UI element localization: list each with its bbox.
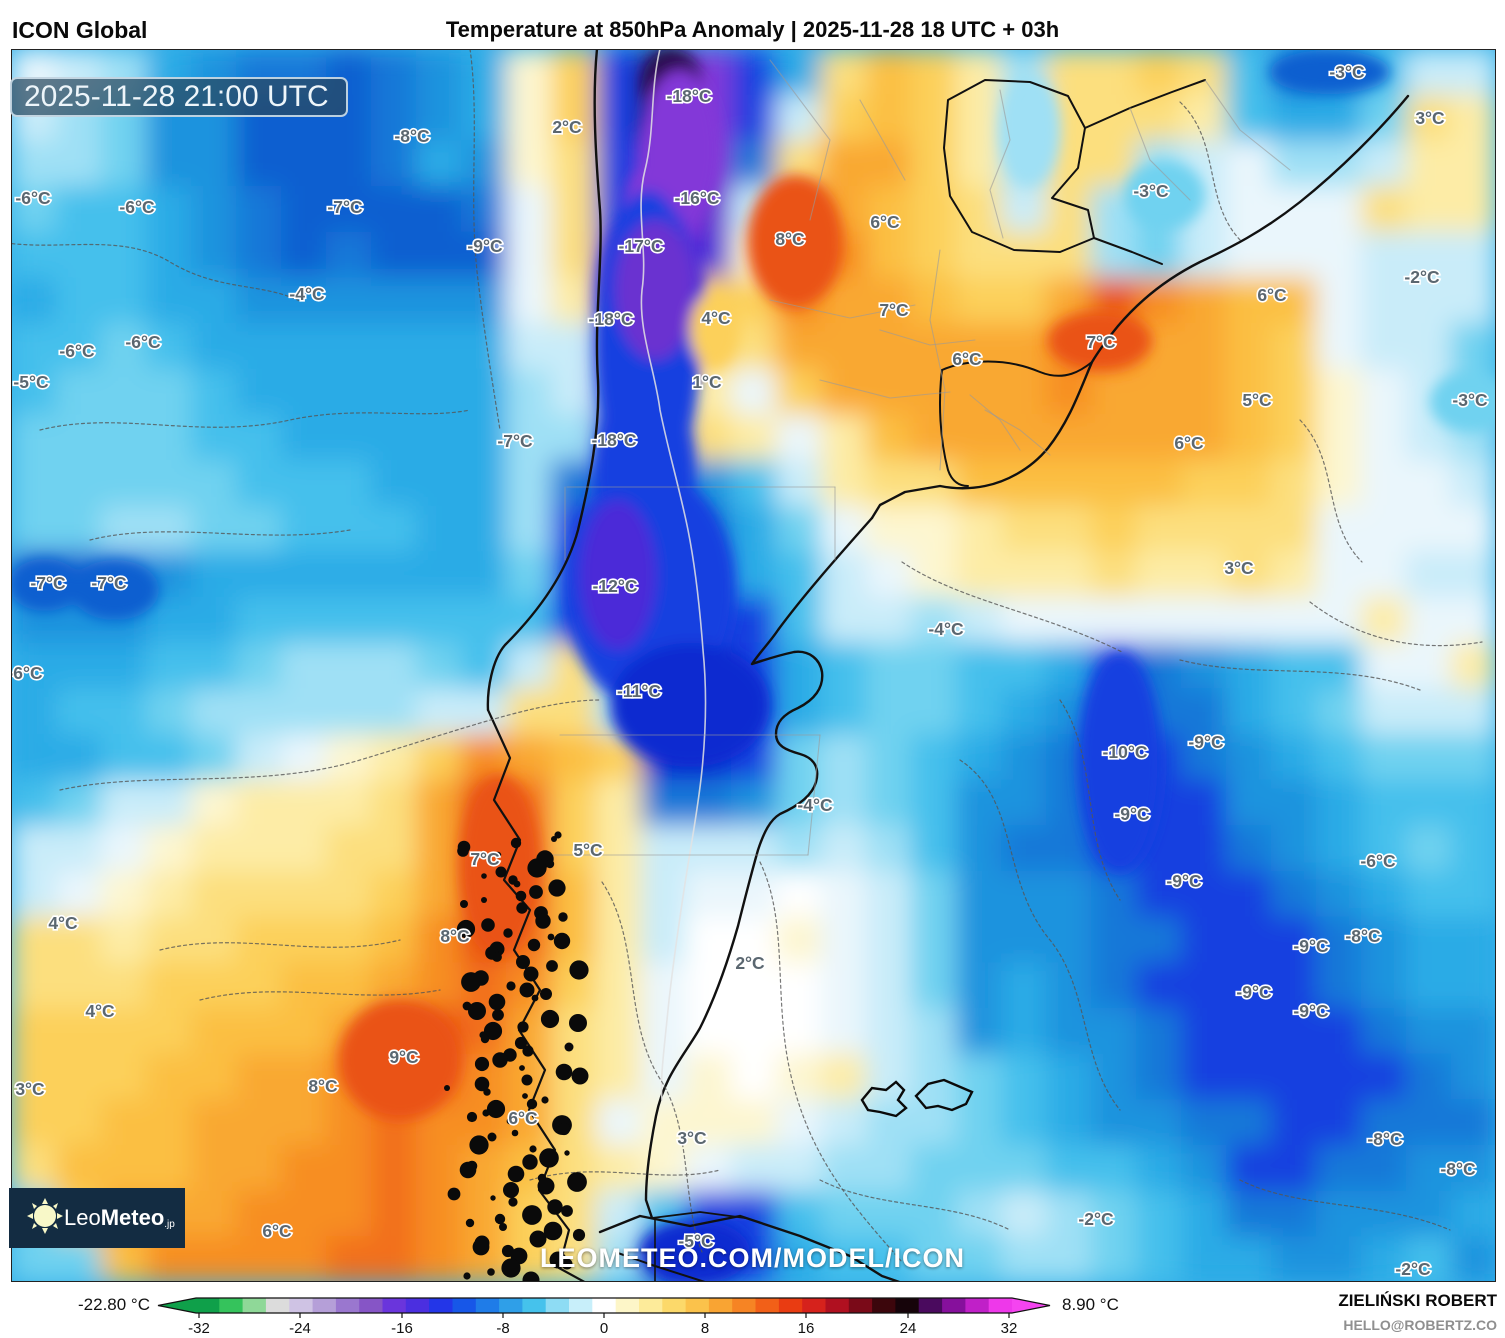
svg-text:1°C: 1°C [692,372,722,392]
svg-text:-9°C: -9°C [467,236,503,256]
svg-text:-9°C: -9°C [1188,732,1224,752]
svg-text:2°C: 2°C [552,117,582,137]
svg-text:-6°C: -6°C [1360,851,1396,871]
svg-text:-9°C: -9°C [1293,1001,1329,1021]
svg-text:-11°C: -11°C [617,681,661,701]
svg-text:-5°C: -5°C [13,372,49,392]
svg-text:-5°C: -5°C [678,1231,714,1251]
svg-text:6°C: 6°C [870,212,900,232]
svg-text:-4°C: -4°C [928,619,964,639]
svg-text:-9°C: -9°C [1293,936,1329,956]
svg-text:-2°C: -2°C [1404,267,1440,287]
svg-text:24: 24 [900,1320,917,1337]
svg-text:0: 0 [600,1320,608,1337]
svg-text:-18°C: -18°C [667,86,712,106]
svg-text:-16: -16 [391,1320,413,1337]
svg-text:4°C: 4°C [701,308,731,328]
svg-text:-6°C: -6°C [15,188,51,208]
svg-text:3°C: 3°C [1224,558,1254,578]
svg-text:7°C: 7°C [879,300,909,320]
svg-text:-8°C: -8°C [394,126,430,146]
svg-text:-6°C: -6°C [119,197,155,217]
svg-text:6°C: 6°C [508,1108,538,1128]
svg-text:7°C: 7°C [470,849,500,869]
svg-text:16: 16 [798,1320,815,1337]
svg-text:-8: -8 [496,1320,509,1337]
svg-text:-4°C: -4°C [797,795,833,815]
svg-text:-8°C: -8°C [1345,926,1381,946]
svg-text:-7°C: -7°C [91,573,127,593]
svg-text:-7°C: -7°C [497,431,533,451]
svg-text:3°C: 3°C [15,1079,45,1099]
svg-text:5°C: 5°C [573,840,603,860]
svg-text:2°C: 2°C [735,953,765,973]
svg-text:-8°C: -8°C [1440,1159,1476,1179]
svg-text:-7°C: -7°C [30,573,66,593]
svg-text:8°C: 8°C [308,1076,338,1096]
svg-text:-18°C: -18°C [589,309,634,329]
svg-text:-9°C: -9°C [1166,871,1202,891]
svg-text:-4°C: -4°C [289,284,325,304]
svg-text:-32: -32 [188,1320,210,1337]
svg-text:-3°C: -3°C [1452,390,1488,410]
svg-text:6°C: 6°C [262,1221,292,1241]
svg-text:6°C: 6°C [1257,285,1287,305]
svg-text:-7°C: -7°C [327,197,363,217]
svg-text:-18°C: -18°C [592,430,637,450]
svg-text:5°C: 5°C [1242,390,1272,410]
svg-text:-2°C: -2°C [1078,1209,1114,1229]
svg-text:7°C: 7°C [1086,332,1116,352]
svg-text:-10°C: -10°C [1103,742,1148,762]
svg-text:3°C: 3°C [1415,108,1445,128]
svg-text:-2°C: -2°C [1395,1259,1431,1279]
svg-text:6°C: 6°C [952,349,982,369]
svg-text:-9°C: -9°C [1236,982,1272,1002]
svg-text:-12°C: -12°C [593,576,638,596]
svg-text:6°C: 6°C [1174,433,1204,453]
svg-text:-24: -24 [289,1320,311,1337]
svg-text:9°C: 9°C [389,1047,419,1067]
svg-text:-6°C: -6°C [59,341,95,361]
svg-text:4°C: 4°C [48,913,78,933]
svg-text:-9°C: -9°C [1114,804,1150,824]
svg-text:8: 8 [701,1320,709,1337]
svg-text:4°C: 4°C [85,1001,115,1021]
svg-text:8°C: 8°C [440,926,470,946]
svg-text:3°C: 3°C [677,1128,707,1148]
svg-text:-6°C: -6°C [125,332,161,352]
svg-text:-16°C: -16°C [675,188,720,208]
svg-text:-6°C: -6°C [12,663,43,683]
svg-text:-8°C: -8°C [1367,1129,1403,1149]
svg-text:-3°C: -3°C [1329,62,1365,82]
svg-text:8°C: 8°C [775,229,805,249]
svg-text:-3°C: -3°C [1133,181,1169,201]
svg-text:-17°C: -17°C [619,236,664,256]
svg-text:32: 32 [1001,1320,1018,1337]
